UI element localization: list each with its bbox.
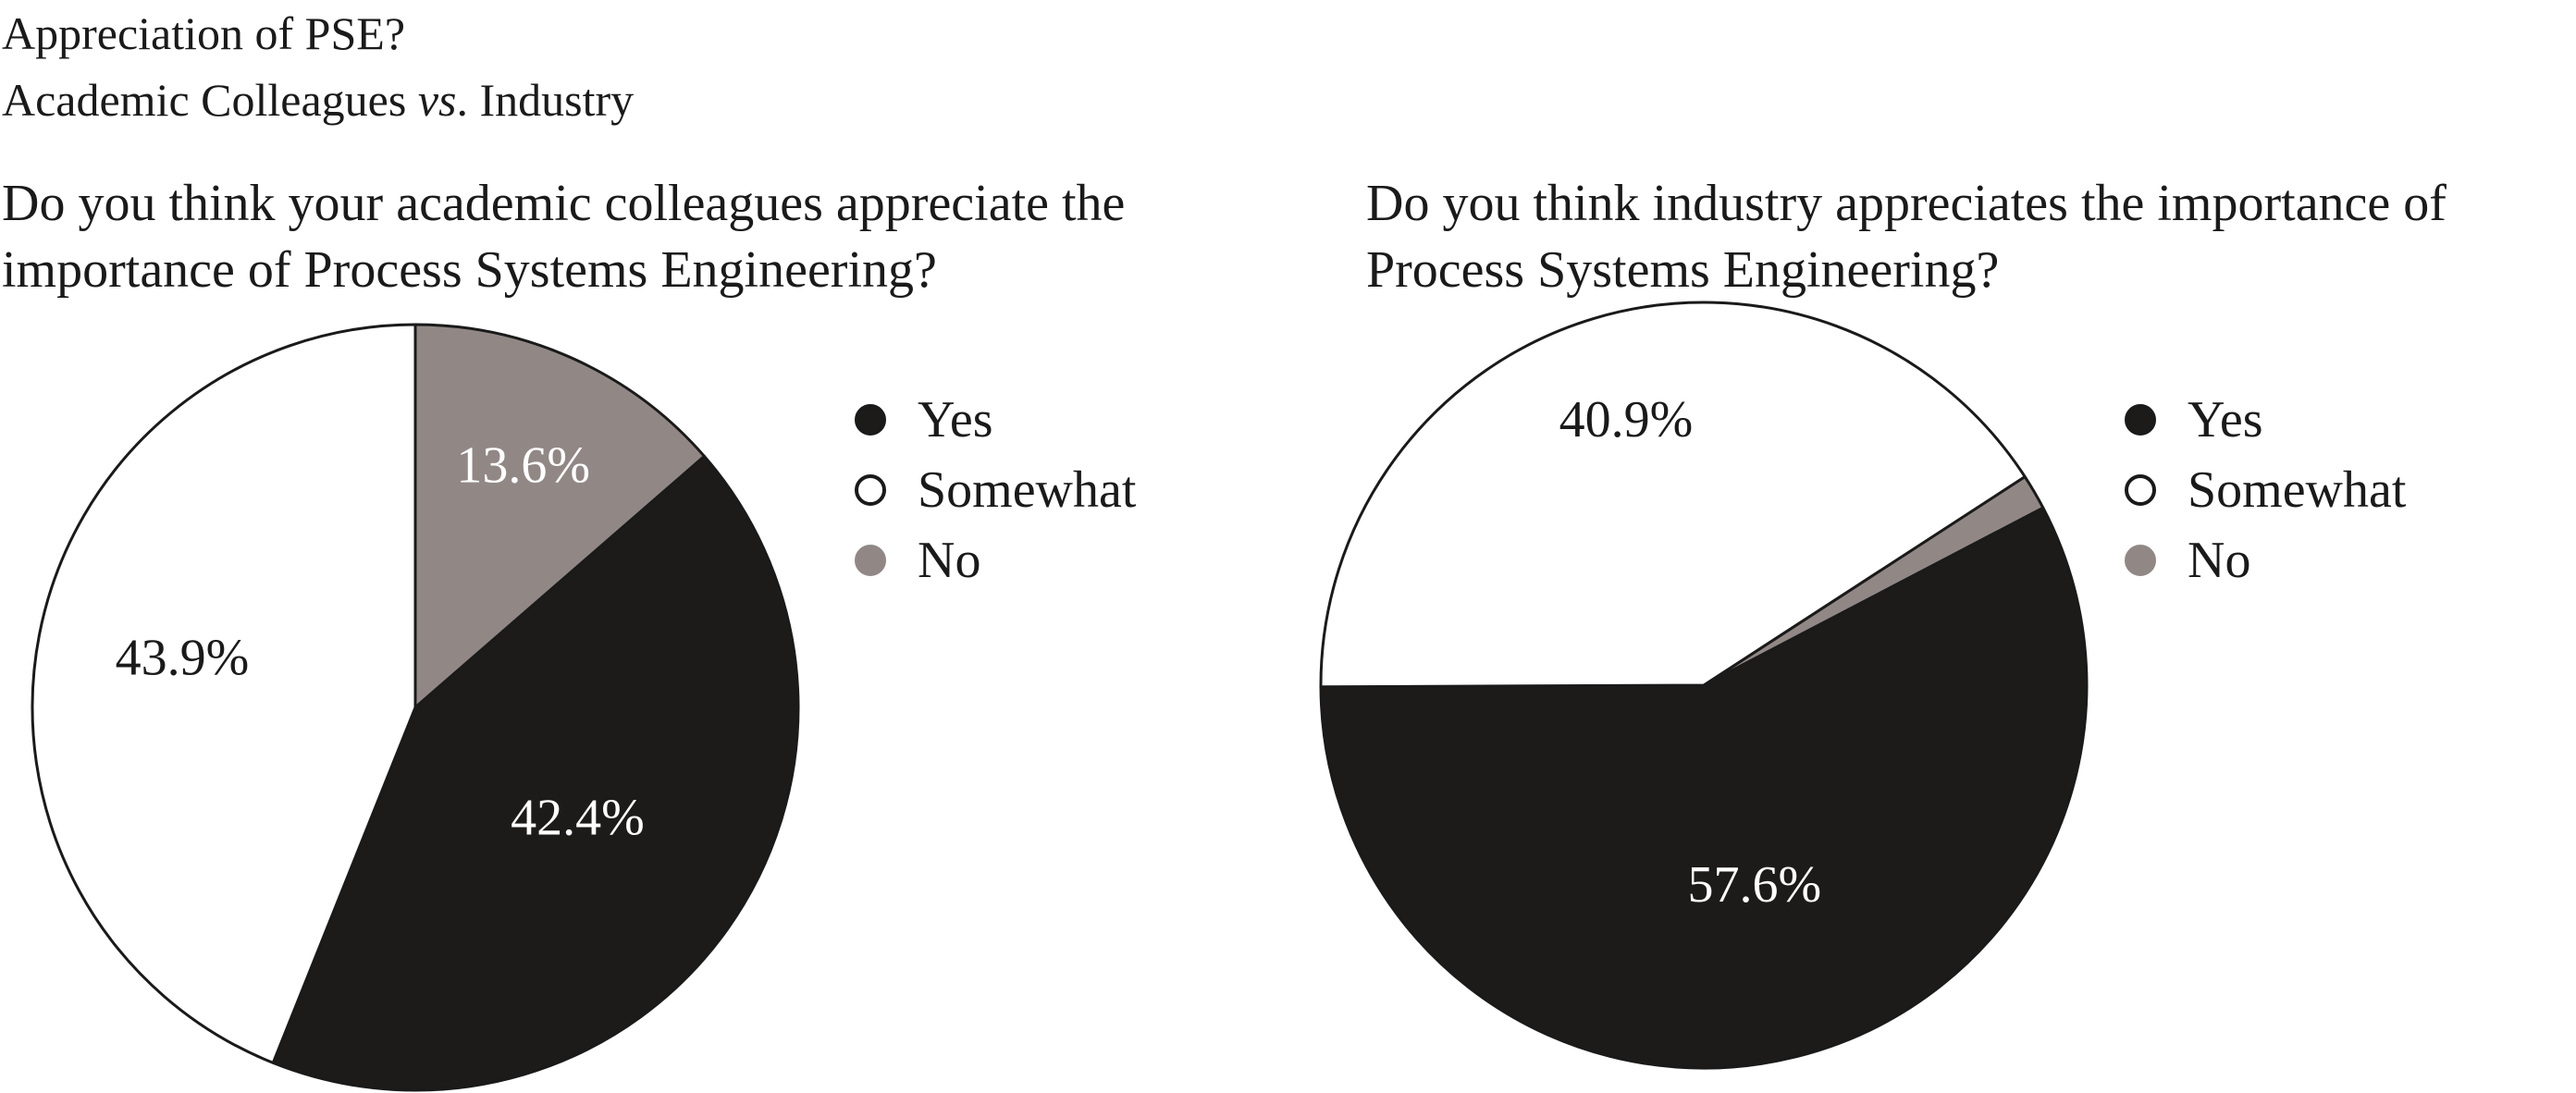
legend-item-somewhat: Somewhat xyxy=(855,455,1136,525)
legend-swatch-somewhat xyxy=(2125,474,2156,506)
legend-item-no: No xyxy=(855,525,1136,596)
legend-label-yes: Yes xyxy=(2188,391,2263,448)
legend-swatch-somewhat xyxy=(855,474,886,506)
legend-swatch-no xyxy=(2125,545,2156,576)
legend-label-somewhat: Somewhat xyxy=(918,461,1137,519)
left-pie-chart: 13.6% 42.4% 43.9% xyxy=(31,323,800,1092)
legend-item-somewhat: Somewhat xyxy=(2125,455,2406,525)
left-chart-question: Do you think your academic colleagues ap… xyxy=(2,170,1125,303)
legend-swatch-yes xyxy=(855,404,886,436)
legend-label-no: No xyxy=(918,532,981,589)
figure-title-vs: vs xyxy=(417,74,457,126)
legend-item-yes: Yes xyxy=(2125,385,2406,455)
pie-label-yes: 42.4% xyxy=(511,790,645,847)
legend-item-yes: Yes xyxy=(855,385,1136,455)
pie-label-no: 13.6% xyxy=(456,437,590,495)
pie-slice-yes xyxy=(1319,506,2089,1070)
legend-label-somewhat: Somewhat xyxy=(2188,461,2407,519)
right-chart-question-line1: Do you think industry appreciates the im… xyxy=(1366,175,2447,232)
right-chart-question-line2: Process Systems Engineering? xyxy=(1366,241,2000,299)
pie-label-yes: 57.6% xyxy=(1687,856,1821,914)
figure-title-line2-part-a: Academic Colleagues xyxy=(2,74,418,126)
pie-slice-no xyxy=(413,323,706,709)
right-chart-legend: Yes Somewhat No xyxy=(2125,385,2406,596)
figure-title-line2-part-b: . Industry xyxy=(456,74,635,126)
right-pie-chart: 57.6% 40.9% xyxy=(1319,301,2089,1070)
figure-title-line2: Academic Colleagues vs. Industry xyxy=(2,74,634,126)
legend-swatch-no xyxy=(855,545,886,576)
legend-label-no: No xyxy=(2188,532,2251,589)
pie-label-somewhat: 40.9% xyxy=(1559,391,1694,448)
left-chart-legend: Yes Somewhat No xyxy=(855,385,1136,596)
left-chart-question-line2: importance of Process Systems Engineerin… xyxy=(2,241,937,299)
left-chart-question-line1: Do you think your academic colleagues ap… xyxy=(2,175,1126,232)
legend-item-no: No xyxy=(2125,525,2406,596)
pie-slice-somewhat xyxy=(31,323,417,1064)
legend-label-yes: Yes xyxy=(918,391,993,448)
figure-title-line1: Appreciation of PSE? xyxy=(2,7,406,59)
pie-label-somewhat: 43.9% xyxy=(116,629,250,686)
pie-slice-yes xyxy=(271,454,800,1092)
legend-swatch-yes xyxy=(2125,404,2156,436)
pie-slice-somewhat xyxy=(1319,301,2027,689)
right-chart-question: Do you think industry appreciates the im… xyxy=(1366,170,2447,303)
